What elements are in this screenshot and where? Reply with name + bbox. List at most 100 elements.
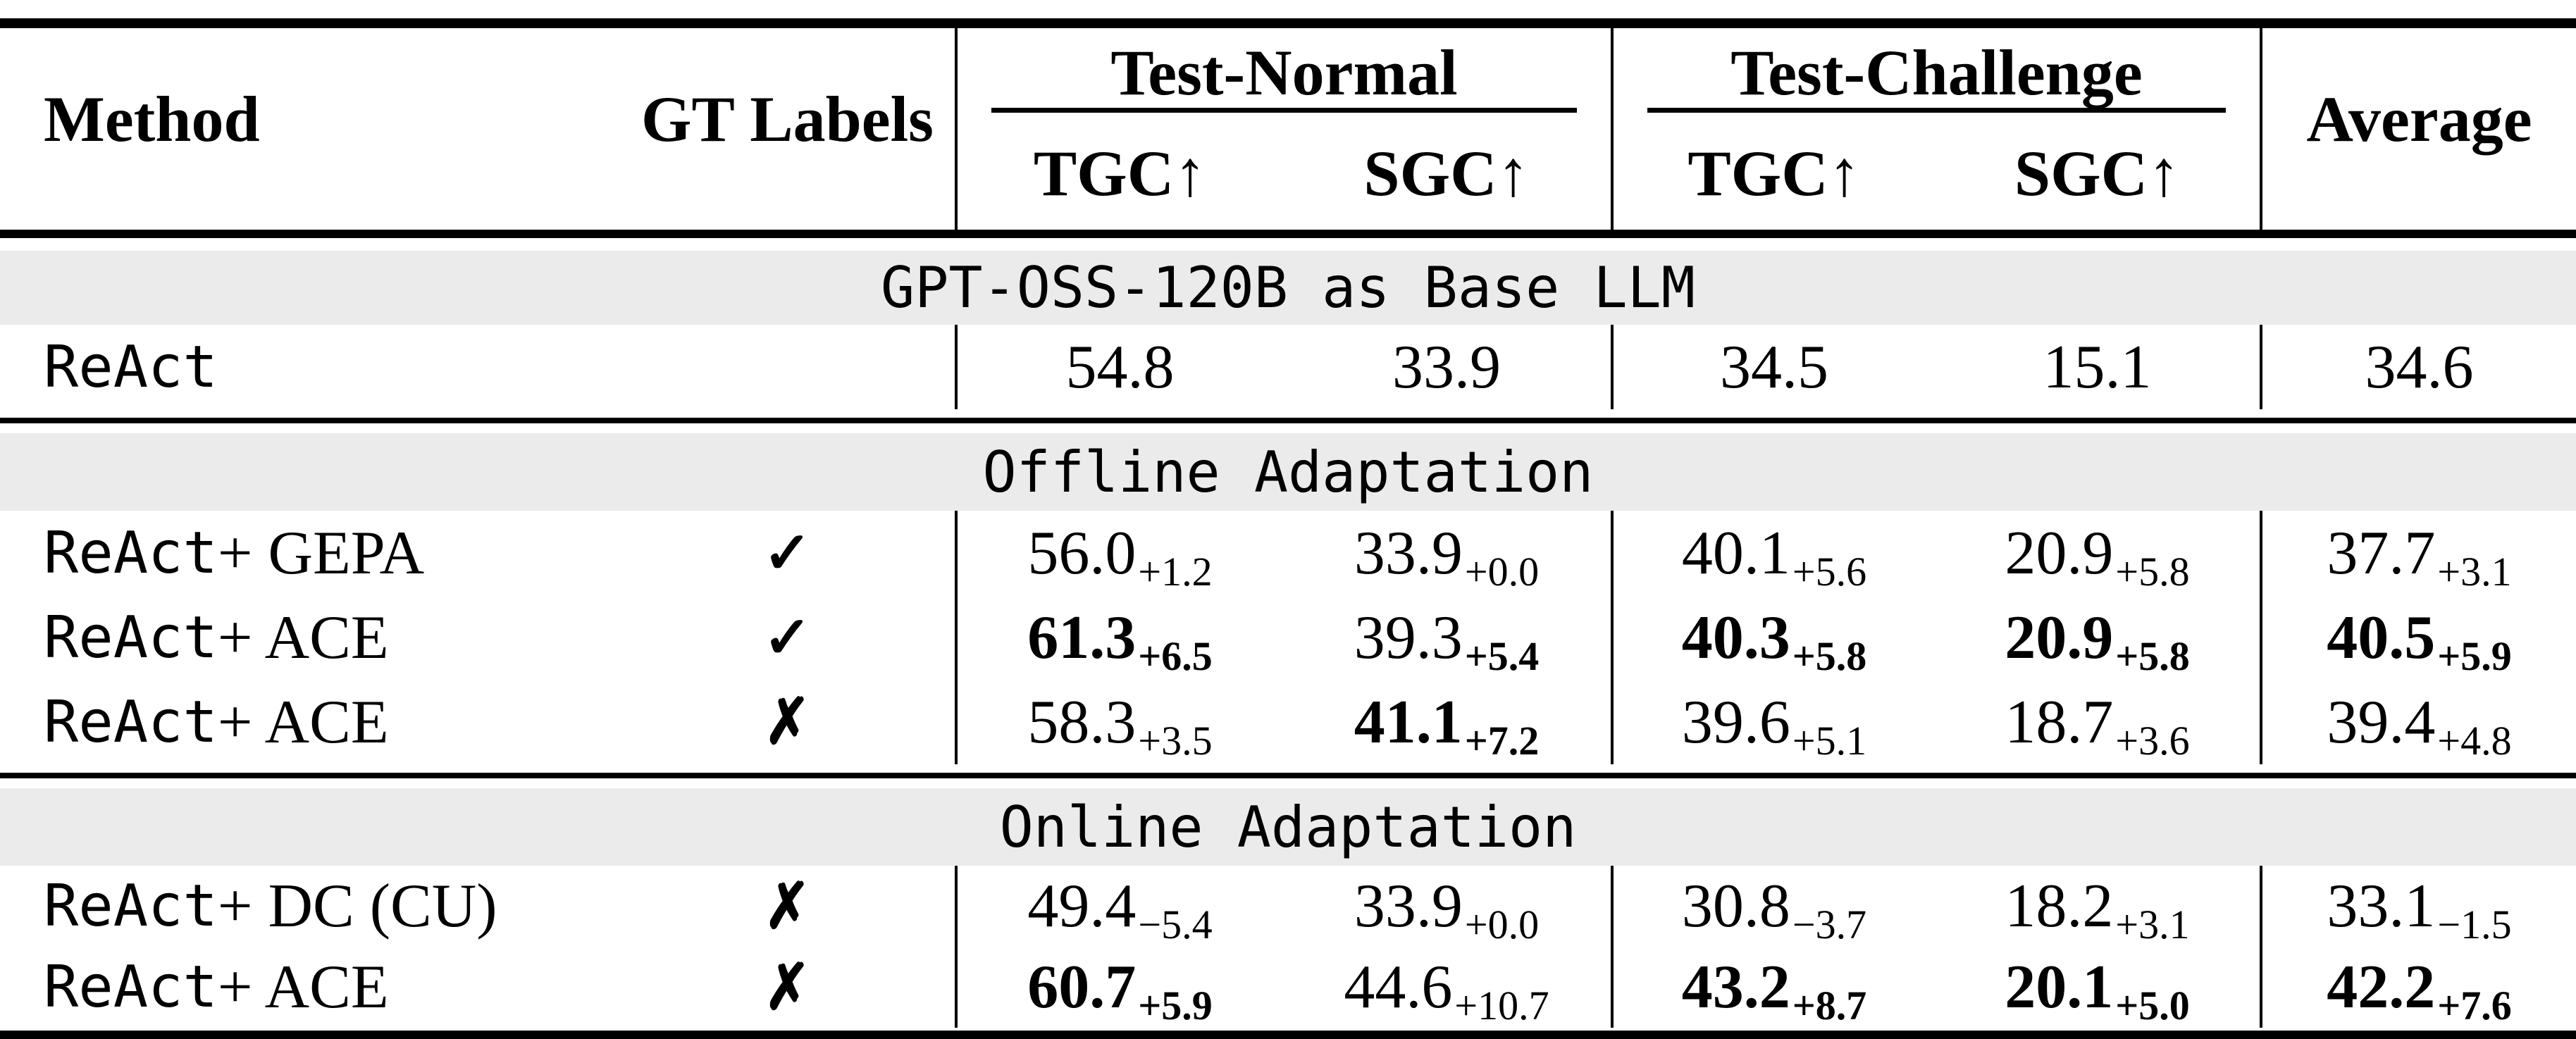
score-cell-sgc-challenge: 15.1 [1935,325,2260,409]
score-delta: +10.7 [1454,983,1549,1028]
gt-labels-cell: ✓ [620,595,955,680]
score-value: 39.6 [1681,688,1790,757]
score-value: 39.3 [1354,603,1463,672]
score-delta: +4.8 [2437,717,2512,764]
score-cell-tgc-challenge: 40.1 +5.6 [1611,511,1935,595]
score-value: 54.8 [1065,332,1175,402]
cross-icon: ✗ [764,870,811,941]
table-row-react-gepa: ReAct + GEPA ✓ 56.0 +1.2 33.9 +0.0 40.1 +5.… [0,511,2576,595]
score-value: 56.0 [1027,518,1137,587]
method-name: ReAct [44,954,218,1021]
method-cell: ReAct [0,325,620,409]
score-delta: +5.4 [1464,633,1540,679]
score-delta: +8.7 [1792,983,1867,1028]
header-rule [0,230,2576,238]
col-header-average-label: Average [2306,83,2532,155]
table-row-react-dc: ReAct + DC (CU) ✗ 49.4 −5.4 33.9 +0.0 30.8… [0,866,2576,947]
score-delta: +3.1 [2115,902,2190,947]
score-delta: +5.8 [2115,633,2190,679]
score-value: 34.6 [2365,332,2474,402]
col-header-method: Method [0,28,620,230]
score-value: 43.2 [1681,953,1790,1021]
method-name: ReAct [44,688,218,756]
score-cell-tgc-challenge: 34.5 [1611,325,1935,409]
bottom-rule [0,1031,2576,1039]
score-delta: +3.1 [2437,548,2512,595]
score-delta: +5.8 [2115,548,2190,595]
score-delta: +5.0 [2115,983,2190,1028]
score-cell-tgc-challenge: 39.6 +5.1 [1611,680,1935,764]
top-rule [0,18,2576,28]
method-name: ReAct [44,873,218,940]
score-value: 20.9 [2005,518,2114,587]
score-delta: +3.5 [1138,717,1213,764]
score-value: 49.4 [1027,872,1137,940]
score-cell-average: 42.2 +7.6 [2260,947,2576,1028]
section-title-offline: Offline Adaptation [982,439,1594,505]
col-group-test-normal: Test-Normal [955,28,1611,117]
score-value: 15.1 [2043,332,2152,402]
score-cell-tgc-normal: 60.7 +5.9 [955,947,1282,1028]
score-cell-tgc-normal: 49.4 −5.4 [955,866,1282,947]
score-delta: +5.9 [1138,983,1213,1028]
score-cell-sgc-challenge: 20.9 +5.8 [1935,511,2260,595]
score-value: 33.1 [2327,872,2436,940]
col-header-sgc-normal: SGC↑ [1282,117,1611,230]
col-header-sgc-challenge: SGC↑ [1935,117,2260,230]
score-cell-tgc-normal: 58.3 +3.5 [955,680,1282,764]
method-name: ReAct [44,333,218,401]
col-group-test-normal-label: Test-Normal [1110,37,1458,108]
score-delta: +5.9 [2437,633,2512,679]
section-title-base-llm: GPT-OSS-120B as Base LLM [881,255,1695,321]
score-cell-tgc-normal: 56.0 +1.2 [955,511,1282,595]
gt-labels-cell: ✗ [620,947,955,1028]
table-header: Method GT Labels Test-Normal Test-Challe… [0,28,2576,230]
col-header-tgc-challenge-label: TGC↑ [1688,137,1861,209]
score-value: 40.1 [1681,518,1790,587]
score-cell-tgc-normal: 61.3 +6.5 [955,595,1282,680]
method-name: ReAct [44,519,218,587]
col-header-method-label: Method [44,83,260,155]
score-cell-sgc-normal: 33.9 +0.0 [1282,511,1611,595]
score-value: 18.7 [2005,688,2114,757]
gt-labels-cell: ✓ [620,511,955,595]
score-value: 33.9 [1392,332,1501,402]
method-cell: ReAct + DC (CU) [0,866,620,947]
score-delta: +6.5 [1138,633,1213,679]
mid-rule [0,773,2576,778]
cross-icon: ✗ [764,686,811,757]
method-suffix: + DC (CU) [217,872,497,940]
check-icon: ✓ [763,605,812,670]
cmidrule-test-challenge [1647,108,2226,113]
score-value: 37.7 [2327,518,2436,587]
table-row-react-ace-gt: ReAct + ACE ✓ 61.3 +6.5 39.3 +5.4 40.3 +5.8… [0,595,2576,680]
score-cell-sgc-challenge: 18.2 +3.1 [1935,866,2260,947]
score-value: 20.1 [2005,953,2114,1021]
score-delta: +5.1 [1792,717,1867,764]
score-value: 39.4 [2327,688,2436,757]
score-cell-sgc-normal: 33.9 [1282,325,1611,409]
score-cell-tgc-normal: 54.8 [955,325,1282,409]
score-value: 18.2 [2005,872,2114,940]
score-cell-average: 39.4 +4.8 [2260,680,2576,764]
score-delta: +7.2 [1464,717,1540,764]
score-value: 33.9 [1354,518,1463,587]
score-value: 34.5 [1720,332,1828,402]
score-cell-sgc-challenge: 20.9 +5.8 [1935,595,2260,680]
table-row-react-ace-nogt: ReAct + ACE ✗ 58.3 +3.5 41.1 +7.2 39.6 +5.1… [0,680,2576,764]
score-cell-sgc-normal: 44.6 +10.7 [1282,947,1611,1028]
section-divider [0,764,2576,788]
col-header-tgc-challenge: TGC↑ [1611,117,1935,230]
score-cell-tgc-challenge: 43.2 +8.7 [1611,947,1935,1028]
score-delta: +3.6 [2115,717,2190,764]
col-header-gt-labels: GT Labels [620,28,955,230]
score-value: 44.6 [1344,953,1453,1021]
score-delta: +1.2 [1138,548,1213,595]
score-cell-average: 37.7 +3.1 [2260,511,2576,595]
cross-icon: ✗ [764,951,811,1022]
score-cell-sgc-normal: 33.9 +0.0 [1282,866,1611,947]
gt-labels-cell [620,325,955,409]
method-cell: ReAct + ACE [0,947,620,1028]
cmidrule-test-normal [991,108,1577,113]
